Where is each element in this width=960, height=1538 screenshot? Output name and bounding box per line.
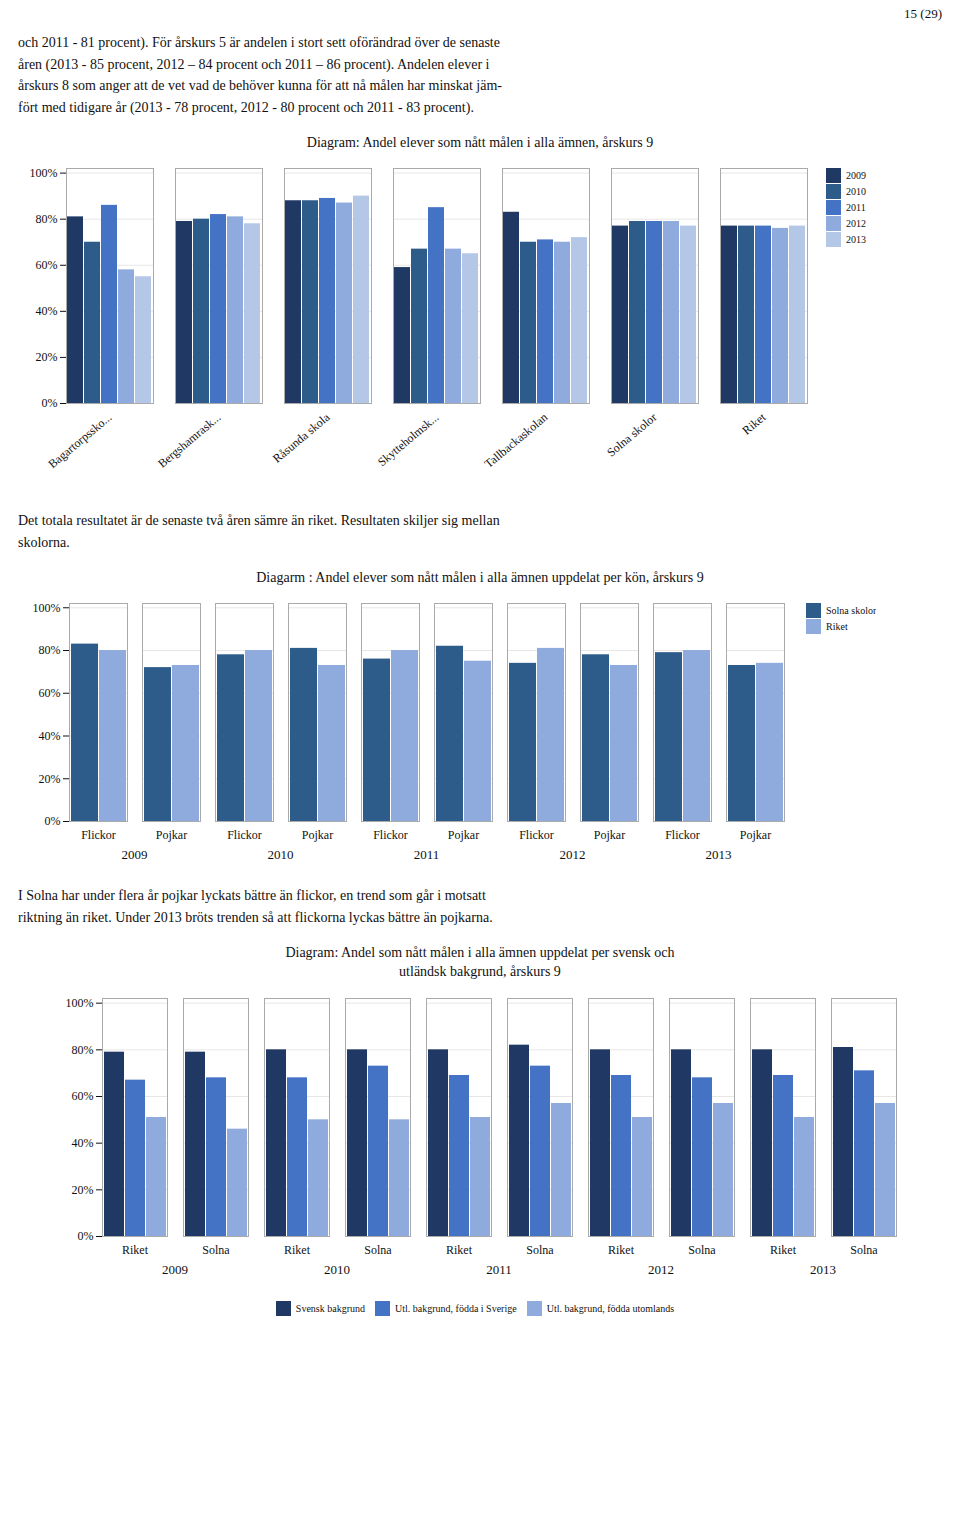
svg-text:60%: 60% <box>39 686 61 700</box>
svg-text:Solna: Solna <box>850 1243 878 1257</box>
html-text:och 2011 - 81 procent). För år: och 2011 - 81 procent). För årskurs 5 är… <box>18 35 502 116</box>
html-text:2013: 2013 <box>846 234 866 246</box>
svg-text:60%: 60% <box>36 258 58 272</box>
svg-text:100%: 100% <box>33 601 61 615</box>
svg-text:Flickor: Flickor <box>373 828 408 842</box>
svg-text:20%: 20% <box>36 351 58 365</box>
svg-text:Riket: Riket <box>608 1243 635 1257</box>
svg-text:20%: 20% <box>39 772 61 786</box>
svg-text:2009: 2009 <box>162 1262 188 1277</box>
html-text:I Solna har under flera år poj: I Solna har under flera år pojkar lyckat… <box>18 888 493 925</box>
svg-text:Skytteholmsk...: Skytteholmsk... <box>375 410 441 469</box>
svg-text:Pojkar: Pojkar <box>448 828 479 842</box>
svg-text:40%: 40% <box>39 729 61 743</box>
svg-text:Bergshamrask...: Bergshamrask... <box>155 410 223 471</box>
svg-text:0%: 0% <box>45 815 61 829</box>
html-text:Utl. bakgrund, födda utomlands: Utl. bakgrund, födda utomlands <box>546 1302 675 1314</box>
svg-text:2013: 2013 <box>706 847 732 862</box>
svg-text:0%: 0% <box>78 1229 94 1243</box>
html-text:2010: 2010 <box>846 186 866 198</box>
svg-text:60%: 60% <box>72 1089 94 1103</box>
svg-text:2010: 2010 <box>268 847 294 862</box>
html-text:15 (29): 15 (29) <box>904 6 942 21</box>
svg-text:Solna: Solna <box>526 1243 554 1257</box>
svg-text:80%: 80% <box>72 1043 94 1057</box>
html-text:2012: 2012 <box>846 218 866 230</box>
html-text:Diagram: Andel elever som nått: Diagram: Andel elever som nått målen i a… <box>306 134 654 150</box>
svg-text:Solna: Solna <box>688 1243 716 1257</box>
svg-text:20%: 20% <box>72 1183 94 1197</box>
svg-text:40%: 40% <box>72 1136 94 1150</box>
svg-text:80%: 80% <box>36 212 58 226</box>
svg-text:Riket: Riket <box>446 1243 473 1257</box>
svg-text:2011: 2011 <box>414 847 440 862</box>
svg-text:40%: 40% <box>36 305 58 319</box>
html-text:Diagram: Andel som nått målen: Diagram: Andel som nått målen i alla ämn… <box>285 944 675 980</box>
svg-text:2012: 2012 <box>560 847 586 862</box>
svg-text:Solna skolor: Solna skolor <box>604 410 659 460</box>
html-text:Det totala resultatet är de se: Det totala resultatet är de senaste två … <box>18 513 500 550</box>
svg-text:Bagartorpssko...: Bagartorpssko... <box>45 410 114 471</box>
svg-text:Flickor: Flickor <box>81 828 116 842</box>
svg-text:Solna: Solna <box>202 1243 230 1257</box>
html-text:Solna skolor: Solna skolor <box>826 605 877 617</box>
html-text:Riket: Riket <box>826 621 848 633</box>
svg-text:Råsunda skola: Råsunda skola <box>270 410 333 466</box>
svg-text:2012: 2012 <box>648 1262 674 1277</box>
svg-text:Tallbackaskolan: Tallbackaskolan <box>482 410 551 471</box>
svg-text:0%: 0% <box>42 397 58 411</box>
svg-text:100%: 100% <box>30 166 58 180</box>
svg-text:Pojkar: Pojkar <box>302 828 333 842</box>
svg-text:Flickor: Flickor <box>665 828 700 842</box>
svg-text:Flickor: Flickor <box>519 828 554 842</box>
svg-text:2011: 2011 <box>486 1262 512 1277</box>
html-text:Diagarm : Andel elever som nåt: Diagarm : Andel elever som nått målen i … <box>256 569 704 585</box>
svg-text:2010: 2010 <box>324 1262 350 1277</box>
svg-text:2013: 2013 <box>810 1262 836 1277</box>
html-text:Utl. bakgrund, födda i Sverige: Utl. bakgrund, födda i Sverige <box>395 1302 517 1314</box>
html-text:Svensk bakgrund: Svensk bakgrund <box>295 1302 365 1314</box>
svg-text:Riket: Riket <box>122 1243 149 1257</box>
svg-text:Pojkar: Pojkar <box>594 828 625 842</box>
svg-text:Pojkar: Pojkar <box>740 828 771 842</box>
html-text:2011: 2011 <box>846 202 866 214</box>
svg-text:Riket: Riket <box>770 1243 797 1257</box>
svg-text:Solna: Solna <box>364 1243 392 1257</box>
svg-text:Riket: Riket <box>284 1243 311 1257</box>
svg-text:Flickor: Flickor <box>227 828 262 842</box>
svg-text:Pojkar: Pojkar <box>156 828 187 842</box>
html-text:2009: 2009 <box>846 170 866 182</box>
svg-text:Riket: Riket <box>739 410 768 438</box>
svg-text:80%: 80% <box>39 644 61 658</box>
svg-text:100%: 100% <box>66 996 94 1010</box>
svg-text:2009: 2009 <box>122 847 148 862</box>
